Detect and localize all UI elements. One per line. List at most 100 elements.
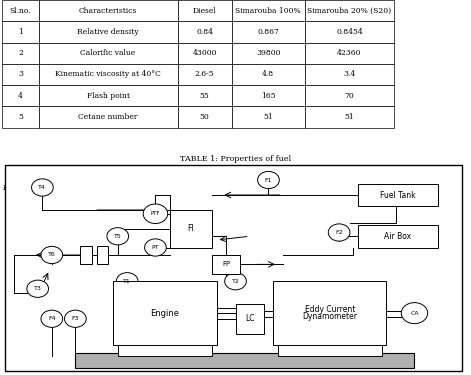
Text: PTF: PTF [151,211,160,216]
Circle shape [258,171,279,189]
Bar [178,0,232,21]
Text: T4: T4 [39,185,46,190]
Bar [305,42,394,64]
Bar [305,21,394,42]
Bar [39,106,178,128]
Bar [178,21,232,42]
Text: T3: T3 [34,286,41,291]
Bar [178,64,232,85]
Text: Simarouba 100%: Simarouba 100% [236,7,301,15]
Text: 42360: 42360 [337,49,362,57]
Text: 39800: 39800 [256,49,281,57]
Bar [97,246,108,264]
Bar [39,42,178,64]
Bar [232,64,305,85]
Text: T6: T6 [48,252,56,258]
Text: F2: F2 [335,230,343,235]
Bar [2,64,39,85]
Text: 4: 4 [18,92,23,100]
Text: T5: T5 [114,234,122,239]
Bar [236,304,264,334]
Circle shape [143,204,168,224]
Circle shape [116,273,138,290]
Bar [80,246,92,264]
Text: 3.4: 3.4 [343,70,356,78]
Text: 70: 70 [345,92,354,100]
Text: Air Box: Air Box [384,232,412,241]
Text: 55: 55 [200,92,210,100]
Text: 51: 51 [345,113,354,121]
Circle shape [27,280,49,297]
Text: F3: F3 [72,316,79,321]
Text: LC: LC [245,314,254,323]
Bar [39,0,178,21]
Bar [305,106,394,128]
Bar [2,85,39,106]
Bar [39,85,178,106]
Circle shape [328,224,350,241]
Text: F1: F1 [265,177,272,183]
Text: 0.867: 0.867 [257,28,279,36]
Text: 50: 50 [200,113,210,121]
Bar [232,85,305,106]
Text: 0.8454: 0.8454 [336,28,363,36]
Circle shape [41,310,63,327]
Text: Calorific value: Calorific value [81,49,136,57]
Text: 43000: 43000 [192,49,217,57]
Text: 165: 165 [261,92,276,100]
Text: 0.84: 0.84 [196,28,213,36]
Bar [2,0,39,21]
Bar [278,345,382,356]
Text: Fuel Tank: Fuel Tank [380,190,416,200]
Circle shape [145,239,166,256]
Text: PT: PT [152,245,159,250]
Text: Kinematic viscosity at 40°C: Kinematic viscosity at 40°C [55,70,161,78]
Circle shape [107,228,129,245]
Bar [39,64,178,85]
Text: 4.8: 4.8 [262,70,274,78]
Bar [212,255,240,274]
Text: Sl.no.: Sl.no. [10,7,31,15]
Bar [2,21,39,42]
Bar [232,0,305,21]
Circle shape [32,179,53,196]
Bar [2,106,39,128]
Circle shape [65,310,86,327]
Bar [170,210,212,248]
Text: 1: 1 [18,28,23,36]
Text: 51: 51 [263,113,273,121]
Text: T1: T1 [123,279,131,284]
Bar [232,21,305,42]
Text: FP: FP [222,261,230,267]
Bar [2,42,39,64]
Text: Flash point: Flash point [87,92,130,100]
Text: Experimental set-up: Experimental set-up [2,184,85,192]
Bar [358,225,438,248]
Bar [118,345,212,356]
Text: FI: FI [187,224,194,233]
Text: Diesel: Diesel [193,7,217,15]
Text: T2: T2 [232,279,239,284]
Text: Simarouba 20% (S20): Simarouba 20% (S20) [308,7,391,15]
Text: Characteristics: Characteristics [79,7,137,15]
Bar [305,0,394,21]
Text: 3: 3 [18,70,23,78]
Circle shape [41,246,63,264]
Bar [305,64,394,85]
Text: 2: 2 [18,49,23,57]
Bar [75,352,414,368]
Circle shape [225,273,246,290]
Circle shape [401,303,428,324]
Text: Eddy Current: Eddy Current [305,305,355,314]
Text: Cetane number: Cetane number [78,113,138,121]
Text: Relative density: Relative density [77,28,139,36]
Bar [39,21,178,42]
Text: CA: CA [410,310,419,316]
Text: Engine: Engine [150,309,179,318]
Bar [113,281,217,345]
Text: F4: F4 [48,316,56,321]
Bar [358,184,438,206]
Bar [178,106,232,128]
Text: Dynamometer: Dynamometer [302,312,357,321]
Bar [178,42,232,64]
